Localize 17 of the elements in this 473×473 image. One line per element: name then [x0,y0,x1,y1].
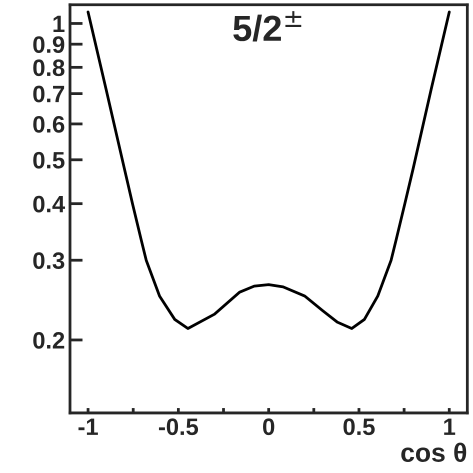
y-tick-label: 0.5 [33,152,64,169]
y-tick-label: 0.2 [33,332,64,349]
x-tick-label: -0.5 [158,418,198,436]
x-axis-title: cos θ [401,442,466,462]
y-tick-label: 0.7 [33,86,64,102]
x-tick-label: -1 [78,418,98,435]
y-tick-label: 0.8 [33,59,64,76]
chart-title: 5/2$^{±}$ [233,11,302,42]
y-tick-label: 0.3 [33,252,64,270]
y-tick-label: 0.4 [33,196,66,212]
x-tick-label: 1 [444,418,456,435]
y-tick-label: 1 [54,16,64,32]
x-tick-label: 0 [263,418,274,436]
y-tick-label: 0.9 [33,36,64,53]
line-series [86,10,451,330]
x-tick-label: 0.5 [343,418,375,436]
y-tick-label: 0.6 [33,116,64,133]
